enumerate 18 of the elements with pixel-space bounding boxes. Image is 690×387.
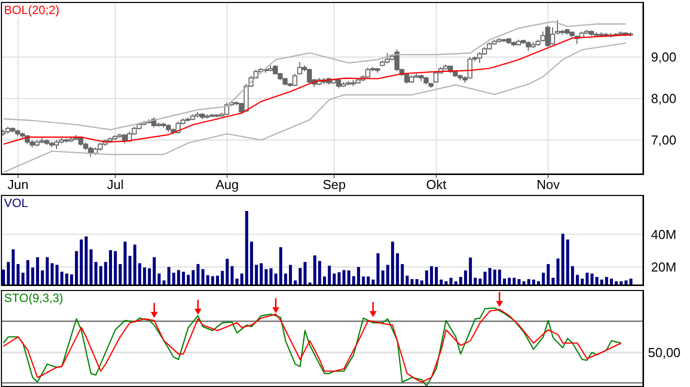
chart-title: STO(9,3,3) xyxy=(4,291,64,305)
y-tick-label: 9,00 xyxy=(651,50,676,65)
line-series xyxy=(2,42,627,173)
x-tick-label: Sep xyxy=(322,177,346,192)
x-tick-label: Nov xyxy=(536,177,560,192)
y-tick-label: 20M xyxy=(651,260,676,275)
line-series xyxy=(2,34,632,145)
y-tick-label: 7,00 xyxy=(651,132,676,148)
x-tick-label: Jun xyxy=(8,177,29,192)
line-series xyxy=(2,20,627,130)
x-tick-label: Jul xyxy=(106,177,124,192)
chart-title: BOL(20;2) xyxy=(4,3,60,17)
y-tick-label: 40M xyxy=(651,226,676,242)
x-tick-label: Okt xyxy=(426,177,447,192)
chart-title: VOL xyxy=(4,196,28,210)
y-tick-label: 8,00 xyxy=(651,91,676,106)
text: 50,00 xyxy=(648,345,681,360)
x-tick-label: Aug xyxy=(216,177,239,192)
